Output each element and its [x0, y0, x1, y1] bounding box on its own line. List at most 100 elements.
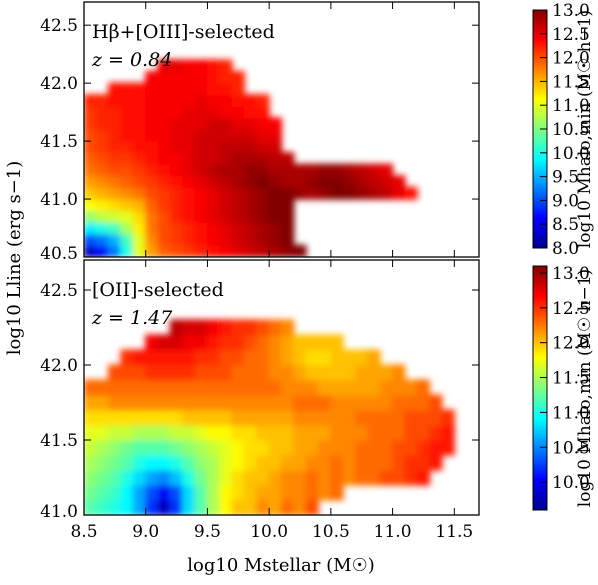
- heatmap-cell: [157, 454, 171, 471]
- heatmap-cell: [182, 424, 196, 441]
- heatmap-cell: [145, 233, 159, 246]
- heatmap-cell: [219, 221, 233, 235]
- y-tick-label: 40.5: [40, 244, 78, 264]
- heatmap-cell: [367, 163, 381, 177]
- heatmap-cell: [280, 364, 295, 381]
- heatmap-cell: [169, 70, 184, 84]
- heatmap-cell: [169, 163, 184, 177]
- heatmap-cell: [206, 186, 221, 200]
- heatmap-cell: [194, 409, 208, 426]
- heatmap-cell: [206, 70, 221, 84]
- heatmap-cell: [355, 409, 369, 426]
- heatmap-cell: [169, 94, 184, 107]
- heatmap-cell: [84, 198, 97, 212]
- heatmap-cell: [392, 424, 406, 441]
- heatmap-cell: [194, 233, 208, 246]
- heatmap-cell: [194, 210, 208, 223]
- heatmap-cell: [231, 394, 245, 411]
- heatmap-cell: [231, 105, 245, 119]
- heatmap-cell: [317, 469, 332, 486]
- heatmap-cell: [305, 186, 320, 200]
- heatmap-cell: [243, 334, 258, 351]
- heatmap-cell: [182, 499, 196, 515]
- colorbar-tick-label: 12.0: [552, 49, 590, 69]
- heatmap-cell: [194, 152, 208, 165]
- heatmap-cell: [305, 499, 320, 515]
- colorbar-tick-label: 9.5: [552, 168, 579, 188]
- heatmap-cell: [108, 244, 122, 257]
- heatmap-cell: [293, 334, 307, 351]
- heatmap-cell: [330, 379, 344, 396]
- heatmap-cell: [379, 163, 394, 177]
- heatmap-cell: [145, 117, 159, 131]
- heatmap-cell: [243, 140, 258, 154]
- heatmap-cell: [145, 152, 159, 165]
- heatmap-cell: [243, 198, 258, 212]
- heatmap-cell: [280, 424, 295, 441]
- heatmap-cell: [169, 364, 184, 381]
- heatmap-cell: [206, 439, 221, 456]
- heatmap-cells-bottom: [84, 319, 455, 515]
- heatmap-cell: [268, 163, 283, 177]
- heatmap-cell: [379, 186, 394, 200]
- heatmap-cell: [219, 469, 233, 486]
- heatmap-cell: [120, 364, 134, 381]
- heatmap-cell: [280, 244, 295, 257]
- heatmap-cell: [219, 409, 233, 426]
- colorbar-tick-label: 9.0: [552, 191, 579, 211]
- plot-frame-bottom: [83, 259, 480, 516]
- heatmap-cell: [108, 409, 122, 426]
- heatmap-cell: [169, 59, 184, 73]
- heatmap-cell: [206, 469, 221, 486]
- heatmap-cell: [169, 349, 184, 366]
- heatmap-cell: [206, 394, 221, 411]
- heatmap-cell: [84, 140, 97, 154]
- heatmap-cell: [95, 233, 110, 246]
- heatmap-cell: [367, 409, 381, 426]
- heatmap-cell: [120, 186, 134, 200]
- heatmap-cell: [231, 186, 245, 200]
- heatmap-cell: [120, 82, 134, 96]
- heatmap-cell: [182, 469, 196, 486]
- heatmap-cell: [182, 117, 196, 131]
- heatmap-cell: [108, 499, 122, 515]
- heatmap-cell: [243, 424, 258, 441]
- heatmap-cell: [268, 186, 283, 200]
- heatmap-cell: [441, 439, 455, 456]
- heatmap-cell: [416, 409, 431, 426]
- heatmap-cell: [305, 379, 320, 396]
- heatmap-cell: [132, 105, 147, 119]
- heatmap-cell: [219, 454, 233, 471]
- heatmap-cell: [256, 210, 270, 223]
- heatmap-cell: [194, 105, 208, 119]
- y-axis-label: log10 Lline (erg s−1): [4, 161, 25, 356]
- heatmap-cell: [317, 394, 332, 411]
- heatmap-cell: [219, 364, 233, 381]
- heatmap-cell: [194, 244, 208, 257]
- heatmap-cell: [342, 409, 357, 426]
- heatmap-cell: [355, 454, 369, 471]
- heatmap-cell: [157, 140, 171, 154]
- x-tick-label: 9.5: [194, 522, 221, 542]
- heatmap-cell: [182, 175, 196, 189]
- heatmap-cell: [231, 334, 245, 351]
- heatmap-cell: [379, 454, 394, 471]
- heatmap-cell: [169, 319, 184, 336]
- heatmap-cell: [243, 105, 258, 119]
- heatmap-cell: [355, 186, 369, 200]
- heatmap-cell: [231, 163, 245, 177]
- colorbar-tick-label: 10.5: [552, 438, 590, 458]
- heatmap-cell: [145, 424, 159, 441]
- heatmap-cell: [95, 163, 110, 177]
- heatmap-cell: [280, 210, 295, 223]
- heatmap-cell: [169, 210, 184, 223]
- heatmap-cell: [219, 349, 233, 366]
- heatmap-cell: [305, 394, 320, 411]
- y-tick-label: 41.5: [40, 132, 78, 152]
- heatmap-cell: [219, 128, 233, 142]
- colorbar-bottom: 10.0 10.5 11.0 11.5 12.0 12.5 13.0 log10 Mhalo…: [532, 264, 595, 511]
- heatmap-cell: [132, 394, 147, 411]
- heatmap-cell: [330, 469, 344, 486]
- heatmap-cell: [268, 379, 283, 396]
